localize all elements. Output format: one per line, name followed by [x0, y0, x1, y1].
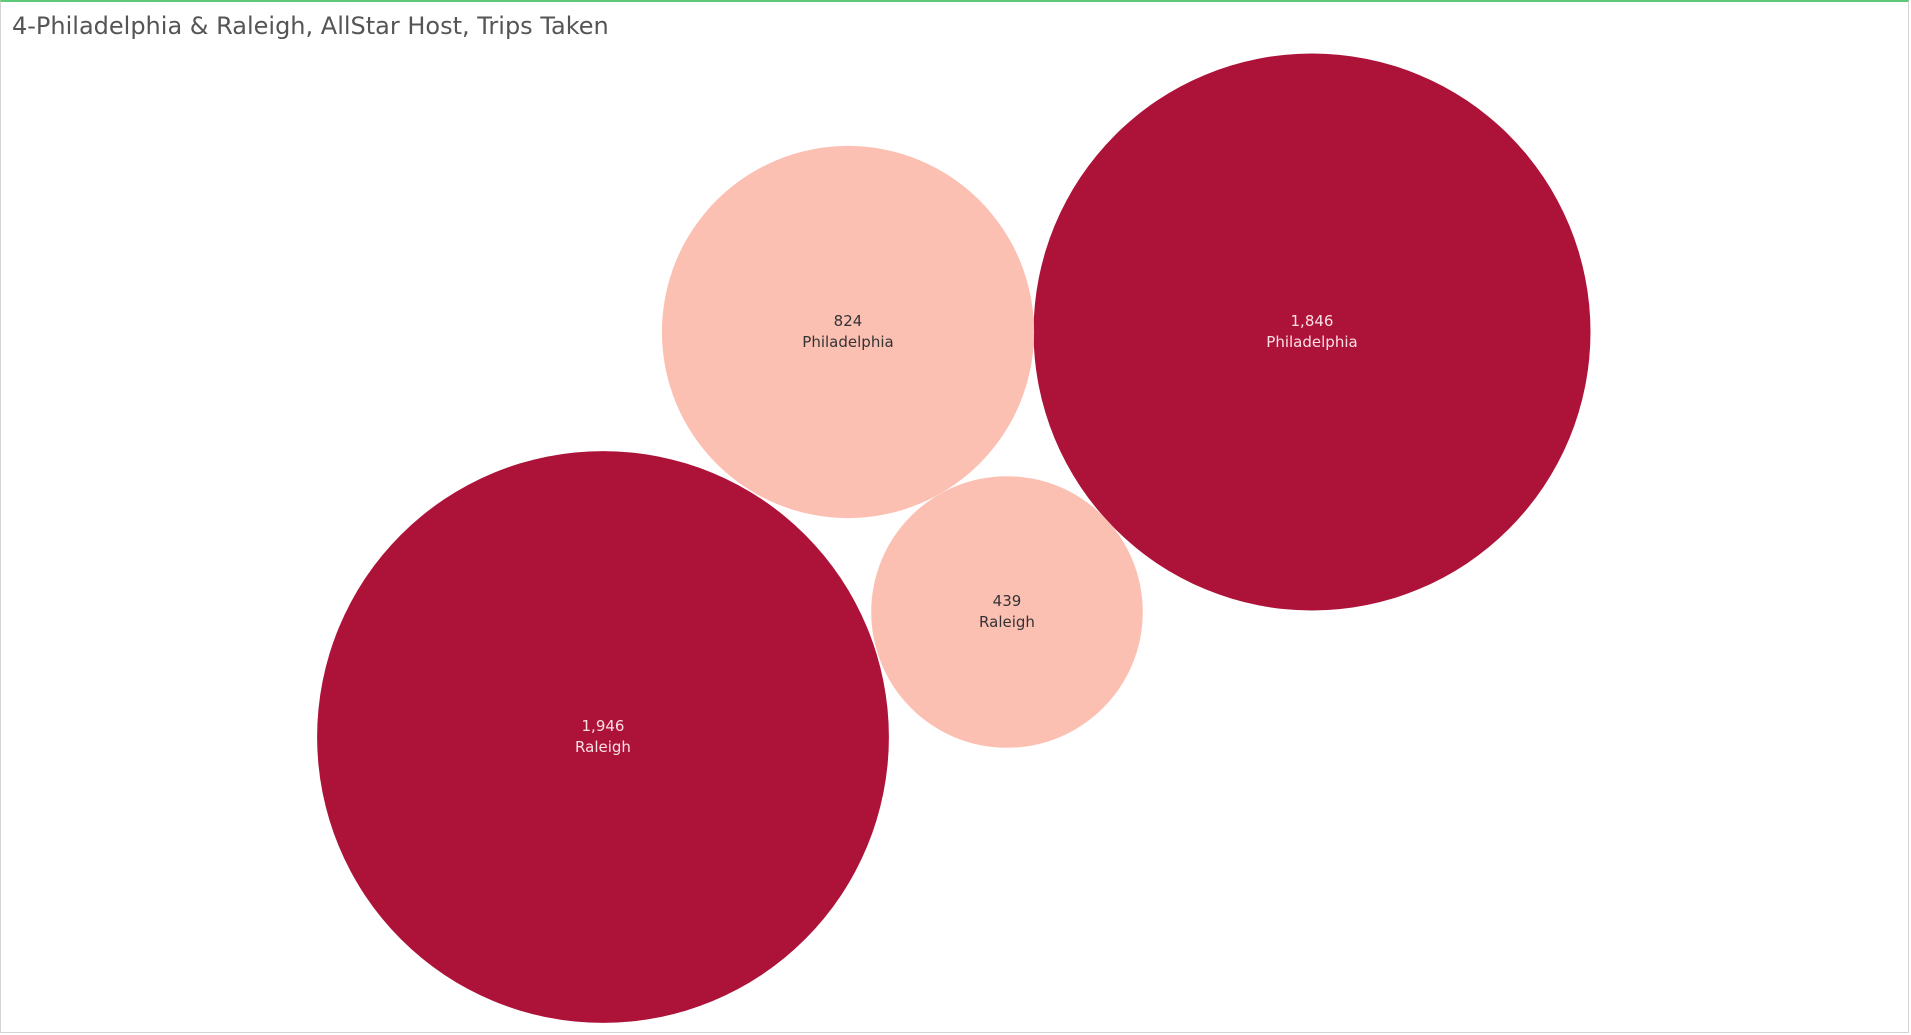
chart-title: 4-Philadelphia & Raleigh, AllStar Host, …: [12, 12, 609, 40]
bubble-dark-raleigh[interactable]: [317, 451, 889, 1023]
bubble-city-label: Raleigh: [575, 738, 631, 756]
bubble-group-light-raleigh[interactable]: 439 Raleigh: [871, 476, 1143, 748]
bubble-value-label: 1,846: [1291, 312, 1334, 330]
bubble-value-label: 439: [993, 592, 1022, 610]
bubble-city-label: Philadelphia: [1266, 333, 1357, 351]
bubble-value-label: 1,946: [582, 717, 625, 735]
bubble-dark-philadelphia[interactable]: [1033, 53, 1591, 611]
bubble-group-dark-raleigh[interactable]: 1,946 Raleigh: [317, 451, 889, 1023]
bubble-light-philadelphia[interactable]: [661, 145, 1035, 519]
bubble-light-raleigh[interactable]: [871, 476, 1143, 748]
bubble-city-label: Philadelphia: [802, 333, 893, 351]
bubble-group-dark-philadelphia[interactable]: 1,846 Philadelphia: [1033, 53, 1591, 611]
bubble-value-label: 824: [834, 312, 863, 330]
bubble-group-light-philadelphia[interactable]: 824 Philadelphia: [661, 145, 1035, 519]
bubble-city-label: Raleigh: [979, 613, 1035, 631]
